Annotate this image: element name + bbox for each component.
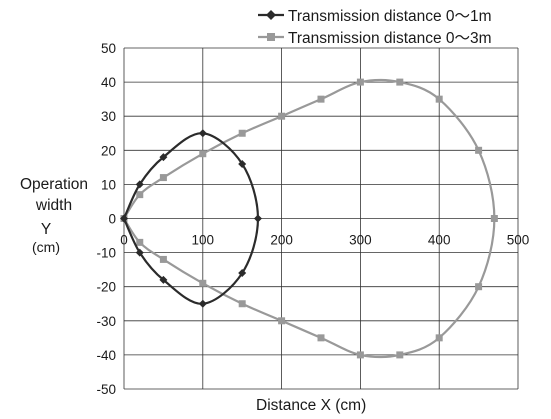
series-1-point — [198, 129, 207, 138]
y-axis-label-line-2: width — [35, 197, 73, 214]
series-2-point — [356, 351, 364, 359]
series-1-point — [159, 275, 168, 284]
legend: Transmission distance 0〜1m Transmission … — [258, 4, 492, 48]
series-2-point — [278, 112, 286, 120]
x-tick-label: 300 — [349, 233, 372, 248]
series-1-point — [198, 299, 207, 308]
series-2-point — [136, 238, 144, 246]
y-tick-label: 10 — [101, 177, 116, 192]
y-axis-label: Operation width — [10, 176, 98, 215]
series-2-point — [435, 334, 443, 342]
y-tick-label: 40 — [101, 75, 116, 90]
legend-item-series-1: Transmission distance 0〜1m — [258, 4, 492, 26]
series-2-point — [475, 283, 483, 291]
y-tick-label: 30 — [101, 109, 116, 124]
legend-label-series-1: Transmission distance 0〜1m — [288, 8, 492, 25]
series-2-point — [396, 78, 404, 86]
series-2-point — [278, 317, 286, 325]
y-tick-label: 0 — [108, 212, 116, 227]
y-axis-symbol: Y (cm) — [28, 221, 64, 255]
series-1-point — [159, 153, 168, 162]
y-axis-label-line-1: Operation — [19, 176, 89, 193]
series-2-point — [159, 174, 167, 182]
series-1-point — [135, 180, 144, 189]
series-1-point — [238, 269, 247, 278]
series-1-point — [253, 214, 262, 223]
series-2-point — [199, 279, 207, 287]
series-2-point — [238, 129, 246, 137]
series-2-point — [396, 351, 404, 359]
series-2-point — [475, 146, 483, 154]
series-2-point — [356, 78, 364, 86]
series-2-point — [317, 95, 325, 103]
y-tick-label: -30 — [96, 314, 116, 329]
series-2-point — [238, 300, 246, 308]
series-2-point — [199, 150, 207, 158]
x-tick-label: 200 — [270, 233, 293, 248]
x-axis-label: Distance X (cm) — [256, 397, 367, 414]
x-tick-label: 0 — [120, 233, 128, 248]
legend-swatch-series-2 — [258, 33, 284, 41]
y-tick-label: -40 — [96, 348, 116, 363]
series-2-point — [435, 95, 443, 103]
y-axis-label-line-3: Y — [40, 221, 52, 238]
y-tick-label: 50 — [101, 41, 116, 56]
legend-item-series-2: Transmission distance 0〜3m — [258, 26, 492, 48]
series-1-point — [135, 248, 144, 257]
y-tick-label: -10 — [96, 246, 116, 261]
y-axis-unit: (cm) — [32, 239, 60, 255]
series-2-point — [136, 191, 144, 199]
y-tick-label: -50 — [96, 382, 116, 397]
series-1-point — [120, 214, 128, 223]
x-tick-label: 100 — [192, 233, 215, 248]
x-tick-label: 400 — [428, 233, 451, 248]
legend-swatch-series-1 — [258, 10, 284, 20]
series-2-point — [159, 255, 167, 263]
series-2-point — [490, 215, 498, 222]
y-tick-label: -20 — [96, 280, 116, 295]
x-tick-label: 500 — [507, 233, 530, 248]
series-1-point — [238, 159, 247, 168]
y-tick-label: 20 — [101, 143, 116, 158]
legend-label-series-2: Transmission distance 0〜3m — [288, 30, 492, 47]
series-2-point — [317, 334, 325, 342]
